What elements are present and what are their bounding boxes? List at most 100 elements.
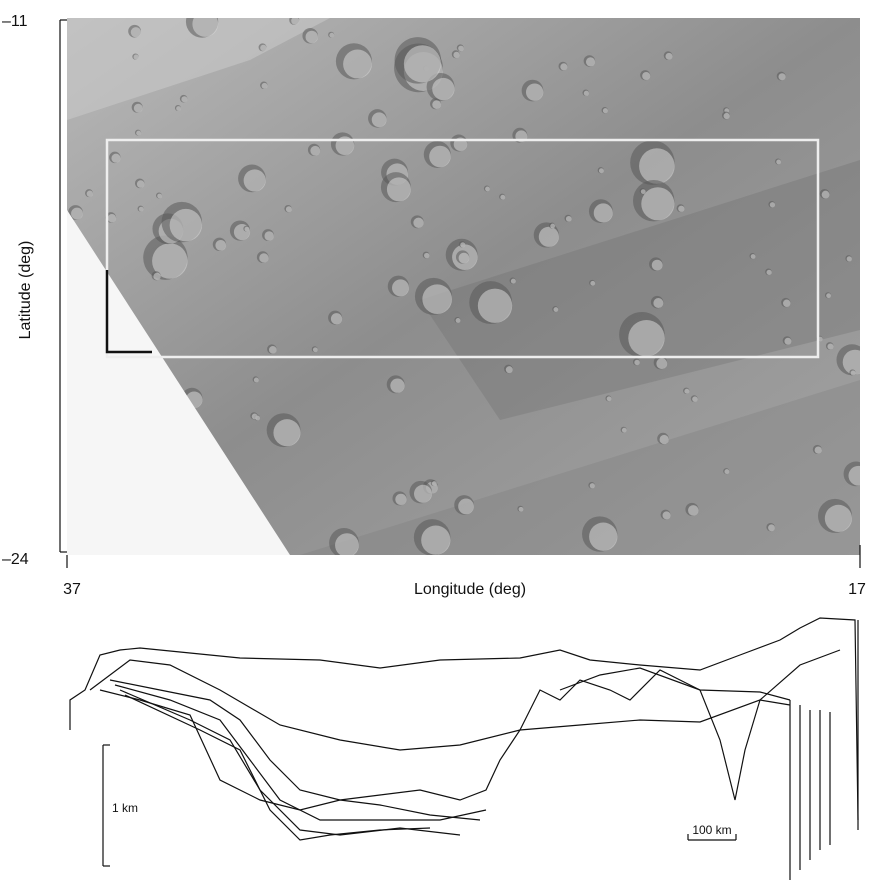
crater-rim: [692, 396, 698, 402]
crater-rim: [539, 227, 559, 247]
crater-rim: [137, 180, 145, 188]
crater-rim: [553, 307, 558, 312]
crater-rim: [688, 505, 699, 516]
crater-rim: [432, 481, 437, 486]
crater-rim: [181, 96, 187, 102]
crater-rim: [390, 378, 404, 392]
crater-rim: [108, 214, 116, 222]
crater-rim: [500, 195, 505, 200]
crater-rim: [783, 300, 790, 307]
horizontal-scale-label: 100 km: [692, 823, 731, 837]
x-axis-label: Longitude (deg): [414, 581, 526, 598]
crater-rim: [306, 31, 318, 43]
crater-rim: [776, 160, 781, 165]
crater-rim: [599, 168, 604, 173]
crater-rim: [663, 511, 671, 519]
x-tick-label: 37: [63, 581, 81, 598]
crater-rim: [424, 253, 429, 258]
crater-rim: [827, 343, 833, 349]
crater-rim: [291, 17, 299, 25]
crater-rim: [847, 256, 852, 261]
crater-rim: [766, 270, 771, 275]
crater-rim: [770, 202, 775, 207]
figure: –11 –24 Latitude (deg) 37 17 Longitude (…: [0, 0, 870, 891]
crater-rim: [594, 203, 613, 222]
crater-rim: [414, 485, 432, 503]
crater-rim: [136, 131, 141, 136]
crater-rim: [422, 284, 452, 314]
crater-rim: [286, 206, 292, 212]
crater-rim: [245, 227, 250, 232]
crater-rim: [641, 189, 646, 194]
crater-rim: [724, 469, 729, 474]
crater-rim: [215, 240, 226, 251]
crater-rim: [404, 45, 441, 82]
crater-rim: [784, 338, 791, 345]
crater-rim: [724, 113, 730, 119]
crater-rim: [432, 100, 441, 109]
crater-rim: [622, 428, 627, 433]
crater-rim: [511, 279, 516, 284]
crater-rim: [684, 389, 689, 394]
crater-rim: [395, 494, 406, 505]
crater-rim: [851, 370, 856, 375]
crater-rim: [252, 414, 258, 420]
crater-rim: [656, 358, 667, 369]
crater-rim: [653, 298, 663, 308]
crater-rim: [429, 146, 451, 168]
crater-rim: [678, 206, 684, 212]
crater-rim: [751, 254, 756, 259]
crater-rim: [660, 435, 669, 444]
crater-rim: [343, 50, 372, 79]
crater-rim: [634, 360, 639, 365]
crater-rim: [192, 11, 218, 37]
crater-rim: [134, 104, 143, 113]
y-tick-label: –24: [2, 551, 29, 568]
crater-rim: [170, 209, 202, 241]
vertical-scale-label: 1 km: [112, 801, 138, 815]
crater-rim: [134, 55, 139, 60]
crater-rim: [262, 83, 268, 89]
crater-rim: [826, 293, 831, 298]
crater-rim: [331, 313, 342, 324]
crater-rim: [131, 27, 141, 37]
crater-rim: [313, 347, 318, 352]
y-axis-label: Latitude (deg): [17, 241, 34, 340]
crater-rim: [642, 72, 650, 80]
crater-rim: [260, 45, 266, 51]
profiles: [70, 618, 858, 880]
crater-rim: [310, 146, 320, 156]
crater-rim: [329, 33, 334, 38]
crater-rim: [392, 279, 409, 296]
crater-rim: [628, 320, 664, 356]
crater-rim: [590, 281, 595, 286]
crater-rim: [259, 253, 268, 262]
crater-rim: [458, 46, 464, 52]
crater-rim: [550, 224, 555, 229]
crater-rim: [815, 446, 822, 453]
crater-rim: [269, 346, 277, 354]
vertical-scale-bar: [103, 745, 110, 866]
crater-rim: [603, 108, 608, 113]
crater-rim: [519, 507, 524, 512]
crater-rim: [153, 273, 160, 280]
crater-rim: [478, 289, 512, 323]
crater-rim: [843, 350, 868, 375]
crater-rim: [825, 505, 852, 532]
y-tick-label: –11: [2, 13, 28, 30]
crater-rim: [560, 63, 567, 70]
crater-rim: [453, 52, 459, 58]
crater-rim: [456, 318, 461, 323]
crater-rim: [139, 207, 144, 212]
crater-rim: [589, 523, 617, 551]
crater-rim: [566, 216, 572, 222]
crater-rim: [264, 231, 273, 240]
crater-rim: [273, 419, 300, 446]
y-axis: [60, 20, 67, 552]
crater-rim: [244, 169, 266, 191]
crater-rim: [641, 187, 674, 220]
crater-rim: [526, 84, 543, 101]
crater-rim: [607, 396, 612, 401]
crater-rim: [432, 78, 454, 100]
crater-rim: [459, 253, 470, 264]
